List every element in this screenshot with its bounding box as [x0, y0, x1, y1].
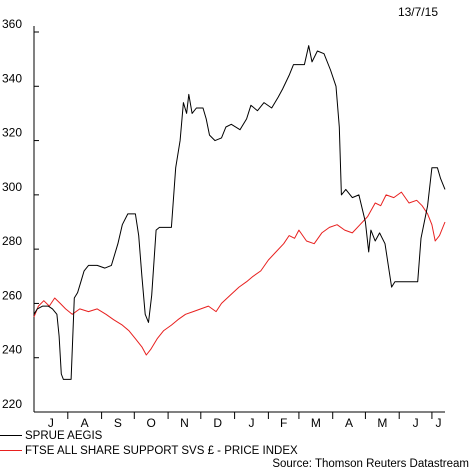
- y-tick-label: 260: [2, 288, 22, 302]
- legend-label-ftse: FTSE ALL SHARE SUPPORT SVS £ - PRICE IND…: [25, 445, 298, 457]
- series-line: [33, 45, 446, 380]
- y-tick-label: 320: [2, 126, 22, 140]
- y-tick-label: 240: [2, 343, 22, 357]
- x-tick-label: J: [248, 416, 254, 430]
- y-tick-label: 220: [2, 397, 22, 411]
- x-tick-label: J: [435, 416, 441, 430]
- legend-swatch-red: [0, 450, 22, 452]
- x-tick-label: A: [81, 416, 89, 430]
- y-axis-ticks: 220 240 260 280 300 320 340 360: [2, 17, 39, 413]
- y-tick-label: 340: [2, 71, 22, 85]
- y-tick-label: 280: [2, 234, 22, 248]
- series-line: [33, 191, 446, 356]
- x-tick-label: M: [311, 416, 321, 430]
- x-tick-label: J: [48, 416, 54, 430]
- x-tick-label: M: [377, 416, 387, 430]
- chart-source-note: Source: Thomson Reuters Datastream: [272, 458, 469, 470]
- x-tick-label: O: [147, 416, 156, 430]
- legend-label-sprue-aegis: SPRUE AEGIS: [25, 430, 103, 442]
- legend-item-ftse: FTSE ALL SHARE SUPPORT SVS £ - PRICE IND…: [0, 444, 298, 458]
- x-tick-label: J: [413, 416, 419, 430]
- x-tick-label: N: [180, 416, 189, 430]
- x-tick-label: F: [280, 416, 287, 430]
- chart-axes: [33, 26, 445, 413]
- chart-date-label: 13/7/15: [398, 5, 438, 19]
- y-tick-label: 300: [2, 180, 22, 194]
- series-lines: [33, 45, 446, 380]
- x-tick-label: D: [213, 416, 222, 430]
- x-tick-label: S: [114, 416, 122, 430]
- legend-item-sprue-aegis: SPRUE AEGIS: [0, 429, 102, 443]
- y-tick-label: 360: [2, 17, 22, 31]
- x-tick-label: A: [345, 416, 353, 430]
- legend-swatch-black: [0, 435, 22, 437]
